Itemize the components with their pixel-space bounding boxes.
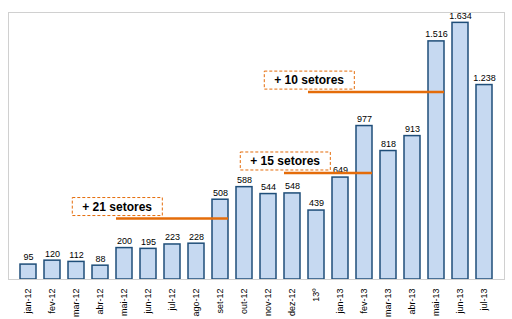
svg-text:jun-13: jun-13 [455, 289, 465, 315]
svg-text:out-12: out-12 [239, 289, 249, 315]
svg-text:abr-12: abr-12 [95, 289, 105, 315]
svg-text:jul-12: jul-12 [167, 289, 177, 312]
svg-text:112: 112 [69, 250, 83, 260]
svg-text:jul-13: jul-13 [479, 289, 489, 312]
svg-text:548: 548 [285, 181, 300, 191]
svg-text:jun-12: jun-12 [143, 289, 153, 315]
svg-text:set-12: set-12 [215, 289, 225, 314]
svg-text:mai-12: mai-12 [119, 289, 129, 317]
svg-text:dez-12: dez-12 [287, 289, 297, 317]
svg-text:223: 223 [165, 232, 180, 242]
svg-text:588: 588 [237, 175, 252, 185]
svg-text:ago-12: ago-12 [191, 289, 201, 317]
svg-text:1.634: 1.634 [449, 10, 472, 21]
svg-text:95: 95 [23, 252, 33, 262]
svg-text:913: 913 [405, 124, 420, 134]
svg-text:818: 818 [381, 139, 396, 149]
svg-text:nov-12: nov-12 [263, 289, 273, 317]
svg-text:88: 88 [95, 254, 105, 264]
svg-text:+ 21 setores: + 21 setores [82, 200, 152, 214]
svg-text:mar-13: mar-13 [383, 289, 393, 318]
svg-text:13º: 13º [311, 288, 321, 302]
svg-text:jan-13: jan-13 [335, 289, 345, 315]
svg-text:+ 15 setores: + 15 setores [250, 154, 320, 168]
svg-text:977: 977 [357, 114, 372, 124]
svg-text:508: 508 [213, 188, 228, 198]
svg-text:439: 439 [309, 198, 324, 208]
svg-text:1.238: 1.238 [473, 73, 496, 83]
svg-text:mai-13: mai-13 [431, 289, 441, 317]
svg-text:mar-12: mar-12 [71, 289, 81, 318]
svg-text:120: 120 [45, 249, 60, 259]
svg-text:649: 649 [333, 165, 348, 176]
svg-text:544: 544 [261, 182, 276, 192]
svg-text:fev-13: fev-13 [359, 289, 369, 314]
svg-text:195: 195 [141, 237, 156, 247]
svg-text:228: 228 [189, 232, 204, 242]
svg-text:abr-13: abr-13 [407, 289, 417, 315]
svg-text:+ 10 setores: + 10 setores [274, 73, 344, 87]
svg-text:fev-12: fev-12 [47, 289, 57, 314]
svg-text:200: 200 [117, 236, 132, 246]
svg-text:1.516: 1.516 [425, 29, 448, 39]
svg-text:jan-12: jan-12 [23, 289, 33, 315]
